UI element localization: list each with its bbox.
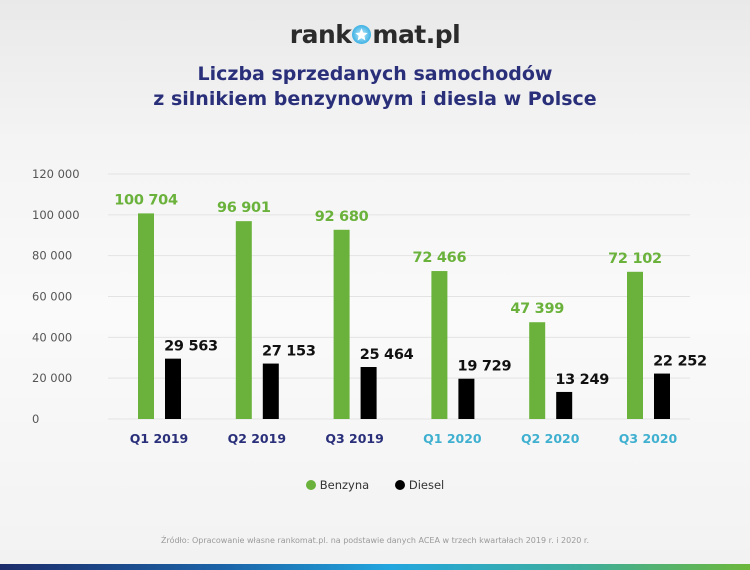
data-label-diesel: 29 563 [164,339,218,355]
bar-benzyna [333,229,350,419]
bars [138,213,670,419]
legend-dot-diesel [394,480,405,490]
bar-benzyna [235,221,252,419]
legend-label-diesel: Diesel [408,478,445,492]
data-label-benzyna: 72 466 [413,250,467,266]
data-label-diesel: 25 464 [360,347,414,363]
x-tick-label: Q1 2020 [423,431,482,446]
logo: rank mat.pl [0,20,750,49]
data-label-diesel: 27 153 [262,344,316,360]
legend-item-diesel: Diesel [394,478,445,492]
data-labels: 100 704 29 563 96 901 27 153 92 680 25 464 72 … [114,192,707,388]
bar-diesel [654,373,670,419]
y-axis: 0 20 000 40 000 60 000 80 000 100 000 120 000 [32,167,80,426]
data-label-benzyna: 47 399 [510,301,564,317]
data-label-benzyna: 92 680 [315,209,369,225]
bar-benzyna [138,213,154,419]
y-tick-label: 40 000 [32,330,72,344]
x-tick-label: Q3 2020 [619,431,678,446]
logo-text-right: mat.pl [372,20,461,49]
x-tick-label: Q2 2019 [228,431,286,446]
y-tick-label: 80 000 [32,249,72,263]
data-label-benzyna: 100 704 [114,192,178,208]
y-tick-label: 120 000 [32,167,80,181]
title-line-1: Liczba sprzedanych samochodów [197,63,553,85]
data-label-diesel: 22 252 [653,354,707,370]
x-tick-label: Q2 2020 [521,431,580,446]
x-tick-label: Q3 2019 [325,431,383,446]
data-label-benzyna: 72 102 [608,251,662,267]
bar-benzyna [627,271,643,419]
logo-text-left: rank [289,20,352,49]
bar-diesel [165,358,181,419]
y-tick-label: 0 [32,412,39,426]
x-axis: Q1 2019 Q2 2019 Q3 2019 Q1 2020 Q2 2020 Q3 20… [130,431,678,446]
source-note: Źródło: Opracowanie własne rankomat.pl. … [160,536,590,545]
bar-benzyna [431,271,448,419]
title-line-2: z silnikiem benzynowym i diesla w Polsce [153,88,597,110]
data-label-diesel: 19 729 [458,359,512,375]
bar-diesel [458,378,475,419]
data-label-benzyna: 96 901 [217,200,271,216]
star-badge-icon [352,25,372,44]
gridlines [108,173,690,420]
bar-diesel [262,363,279,419]
legend-dot-benzyna [305,480,316,490]
bar-diesel [556,391,573,419]
data-label-diesel: 13 249 [555,372,609,388]
bar-benzyna [529,322,546,419]
bar-diesel [360,367,377,419]
legend: Benzyna Diesel [0,478,750,492]
x-tick-label: Q1 2019 [130,431,188,446]
legend-item-benzyna: Benzyna [305,478,370,492]
brand-gradient-bar [0,564,750,570]
y-tick-label: 100 000 [32,208,80,222]
y-tick-label: 60 000 [32,290,72,304]
legend-label-benzyna: Benzyna [319,478,370,492]
chart-title: Liczba sprzedanych samochodów z silnikie… [0,62,750,112]
y-tick-label: 20 000 [32,371,72,385]
